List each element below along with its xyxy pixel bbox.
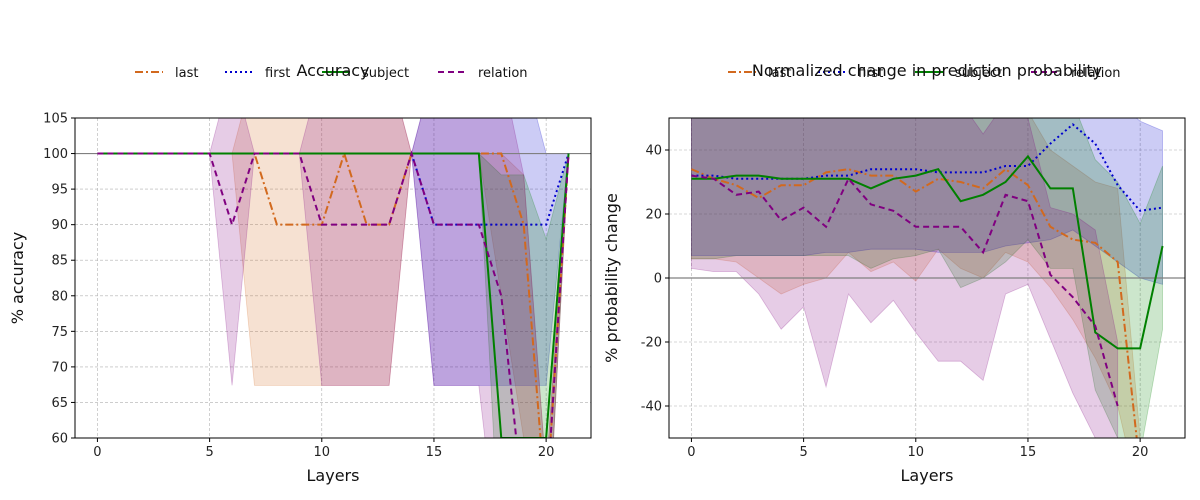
- legend-label-first: first: [858, 66, 883, 81]
- legend-label-relation: relation: [1071, 66, 1121, 81]
- y-tick-label: 100: [43, 147, 68, 162]
- x-tick-label: 20: [538, 445, 555, 460]
- chart-title: Normalized change in prediction probabil…: [752, 61, 1102, 80]
- y-tick-label: 105: [43, 112, 68, 127]
- x-tick-label: 5: [799, 445, 807, 460]
- chart-title: Accuracy: [296, 61, 369, 80]
- band-subject: [691, 118, 1163, 438]
- series-line-relation: [691, 174, 1119, 407]
- x-tick-label: 10: [314, 445, 331, 460]
- chart-panel-2: 0 5 10 15 20 -40 -20 0 20 40 Layers % probability c…: [602, 61, 1186, 485]
- y-tick-label: 0: [654, 272, 662, 287]
- x-tick-label: 20: [1132, 445, 1149, 460]
- band-first: [691, 118, 1163, 285]
- chart-panel-1: 0 5 10 15 20 60 65 70 75 80 85 90 95 100 105 Layers % ac…: [8, 61, 592, 485]
- y-tick-label: 70: [51, 360, 68, 375]
- series-line-relation: [97, 150, 570, 438]
- plot-area: [669, 118, 1185, 438]
- x-tick-label: 0: [687, 445, 695, 460]
- y-tick-label: -20: [641, 336, 662, 351]
- legend-label-last: last: [768, 66, 791, 81]
- y-tick-label: -40: [641, 400, 662, 415]
- y-tick-label: 95: [51, 183, 68, 198]
- x-tick-label: 10: [908, 445, 925, 460]
- legend-label-last: last: [175, 66, 198, 81]
- legend: last first subject relation: [135, 66, 528, 81]
- y-tick-label: 85: [51, 254, 68, 269]
- legend-label-subject: subject: [362, 66, 409, 81]
- x-axis-label: Layers: [901, 466, 954, 485]
- y-tick-label: 60: [51, 432, 68, 447]
- y-tick-label: 80: [51, 289, 68, 304]
- plot-area: [75, 118, 591, 438]
- y-tick-label: 75: [51, 325, 68, 340]
- series-line-subject: [97, 152, 570, 438]
- legend-label-first: first: [265, 66, 290, 81]
- y-tick-label: 40: [645, 144, 662, 159]
- x-axis-label: Layers: [307, 466, 360, 485]
- x-tick-label: 5: [205, 445, 213, 460]
- legend: last first subject relation: [728, 66, 1121, 81]
- x-tick-label: 15: [1020, 445, 1037, 460]
- legend-label-subject: subject: [955, 66, 1002, 81]
- legend-label-relation: relation: [478, 66, 528, 81]
- y-axis-label: % accuracy: [8, 232, 27, 324]
- y-tick-label: 90: [51, 218, 68, 233]
- series-line-subject: [691, 154, 1164, 350]
- y-tick-label: 65: [51, 396, 68, 411]
- series-line-last: [691, 167, 1138, 438]
- axes-frame: [74, 117, 592, 439]
- x-tick-label: 0: [93, 445, 101, 460]
- y-tick-label: 20: [645, 208, 662, 223]
- x-tick-label: 15: [426, 445, 443, 460]
- y-axis-label: % probability change: [602, 193, 621, 363]
